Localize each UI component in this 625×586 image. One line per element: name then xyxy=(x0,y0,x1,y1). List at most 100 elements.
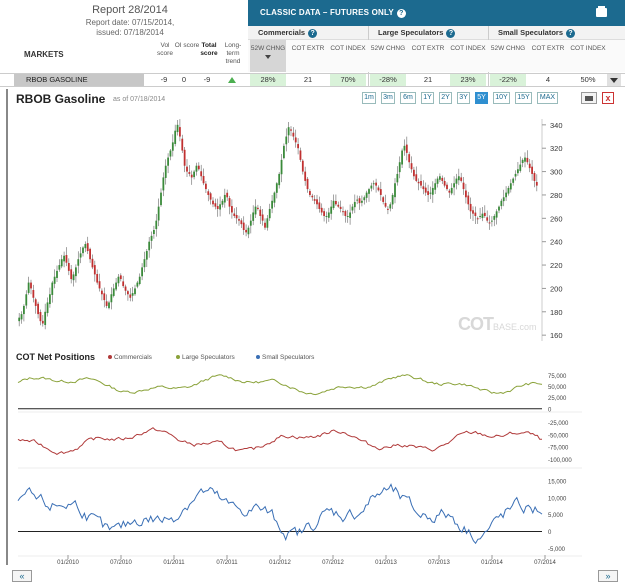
print-button[interactable] xyxy=(581,92,597,104)
candle-body xyxy=(266,218,269,228)
candle xyxy=(443,177,446,188)
candle xyxy=(63,251,65,268)
commercials-52w-header[interactable]: 52W CHNG xyxy=(250,40,286,72)
candle-body xyxy=(205,183,207,190)
candle-body xyxy=(65,255,68,263)
candle-body xyxy=(476,218,479,220)
small-52w-header[interactable]: 52W CHNG xyxy=(490,45,526,52)
help-icon[interactable]: ? xyxy=(308,29,318,38)
large-index-header[interactable]: COT INDEX xyxy=(450,45,486,52)
candle-body xyxy=(162,177,165,191)
nav-next-button[interactable]: » xyxy=(598,570,618,582)
market-name[interactable]: RBOB GASOLINE xyxy=(14,74,144,86)
candle-body xyxy=(44,311,47,326)
candle xyxy=(261,209,264,226)
candle-body xyxy=(20,314,23,320)
candle xyxy=(346,209,349,223)
candle-body xyxy=(398,162,401,173)
candle-body xyxy=(377,187,380,191)
candle-body xyxy=(370,185,373,189)
commercials-extr-header[interactable]: COT EXTR xyxy=(291,45,325,52)
candle-body xyxy=(89,248,91,260)
candle xyxy=(233,208,236,219)
candle-body xyxy=(505,192,507,198)
large-52w-header[interactable]: 52W CHNG xyxy=(370,45,406,52)
range-3y-button[interactable]: 3Y xyxy=(457,92,470,104)
help-icon[interactable]: ? xyxy=(446,29,456,38)
x-tick-label: 01/2011 xyxy=(163,560,185,565)
table-row[interactable]: RBOB GASOLINE -9 0 -9 28% 21 70% -28% 21… xyxy=(0,73,625,87)
candle xyxy=(155,213,158,237)
total-score-header[interactable]: Total score xyxy=(200,42,218,57)
candle-body xyxy=(240,220,243,225)
x-tick-label: 01/2014 xyxy=(481,560,503,565)
oi-score-header[interactable]: OI score xyxy=(174,42,200,49)
candle xyxy=(56,265,58,282)
row-dropdown-button[interactable] xyxy=(607,74,621,86)
range-3m-button[interactable]: 3m xyxy=(381,92,395,104)
candle xyxy=(235,207,238,224)
help-icon[interactable]: ? xyxy=(566,29,576,38)
candle-body xyxy=(150,235,153,241)
candle xyxy=(405,136,408,161)
candle xyxy=(294,129,297,148)
help-icon[interactable]: ? xyxy=(396,9,406,18)
candle-body xyxy=(124,286,127,291)
large-extr-header[interactable]: COT EXTR xyxy=(411,45,445,52)
candle-body xyxy=(169,150,172,157)
candle xyxy=(242,216,245,235)
candle-body xyxy=(342,211,344,213)
candle-body xyxy=(290,129,292,131)
candle xyxy=(280,154,283,183)
candle xyxy=(53,269,56,289)
candle xyxy=(415,166,418,183)
vol-score-header[interactable]: Vol score xyxy=(157,42,173,57)
candle-body xyxy=(257,207,259,209)
range-5y-button[interactable]: 5Y xyxy=(475,92,488,104)
small-extr-header[interactable]: COT EXTR xyxy=(531,45,565,52)
candle xyxy=(37,301,39,319)
candle-body xyxy=(420,180,422,186)
candle-body xyxy=(422,186,425,190)
nav-prev-button[interactable]: « xyxy=(12,570,32,582)
candle-body xyxy=(41,320,44,324)
legend-large-speculators[interactable]: Large Speculators xyxy=(176,354,235,361)
candle xyxy=(436,176,439,188)
candle-body xyxy=(160,192,162,206)
candle-body xyxy=(231,206,233,213)
candle xyxy=(403,139,406,156)
commercials-index-header[interactable]: COT INDEX xyxy=(330,45,366,52)
candle-body xyxy=(311,195,314,198)
small-index-header[interactable]: COT INDEX xyxy=(570,45,606,52)
candle-body xyxy=(462,182,465,190)
candle-body xyxy=(502,197,505,202)
candle xyxy=(176,119,179,136)
range-1y-button[interactable]: 1Y xyxy=(421,92,434,104)
legend-small-speculators[interactable]: Small Speculators xyxy=(256,354,314,361)
range-6m-button[interactable]: 6m xyxy=(400,92,416,104)
print-icon[interactable] xyxy=(596,6,607,17)
candle-body xyxy=(431,187,434,195)
range-max-button[interactable]: MAX xyxy=(537,92,558,104)
candle xyxy=(252,205,255,226)
candle-body xyxy=(86,243,89,252)
range-2y-button[interactable]: 2Y xyxy=(439,92,452,104)
candle-body xyxy=(67,263,70,271)
legend-commercials[interactable]: Commercials xyxy=(108,354,152,361)
group-small-speculators: Small Speculators? xyxy=(498,28,576,38)
range-10y-button[interactable]: 10Y xyxy=(493,92,510,104)
y-tick-label: 0 xyxy=(548,530,552,536)
candle xyxy=(93,260,96,282)
candle xyxy=(337,201,340,208)
close-button[interactable]: x xyxy=(602,92,614,104)
candle xyxy=(91,254,94,270)
candle xyxy=(339,200,342,213)
trend-header[interactable]: Long-term trend xyxy=(224,42,242,65)
candle xyxy=(268,203,271,221)
range-15y-button[interactable]: 15Y xyxy=(515,92,532,104)
range-1m-button[interactable]: 1m xyxy=(362,92,376,104)
candle xyxy=(363,195,366,205)
candle-body xyxy=(365,192,368,198)
candle-body xyxy=(200,171,203,177)
candle-body xyxy=(245,229,247,233)
